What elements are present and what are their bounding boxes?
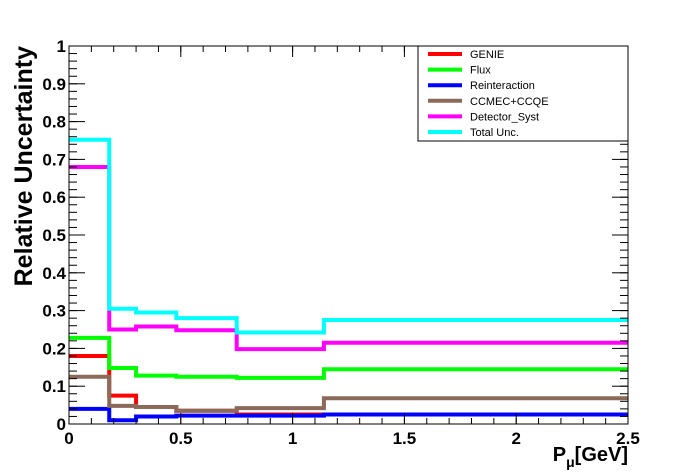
y-tick-label-1: 0.1 bbox=[42, 377, 66, 396]
y-tick-label-2: 0.2 bbox=[42, 339, 66, 358]
x-axis-title-main: P bbox=[553, 444, 566, 466]
x-tick-label-2: 1 bbox=[288, 429, 297, 448]
x-tick-label-5: 2.5 bbox=[616, 429, 640, 448]
legend-label-0: GENIE bbox=[470, 49, 504, 61]
y-axis-title: Relative Uncertainty bbox=[10, 46, 38, 286]
x-tick-label-3: 1.5 bbox=[393, 429, 417, 448]
y-tick-label-10: 1 bbox=[57, 37, 66, 56]
y-tick-label-9: 0.9 bbox=[42, 75, 66, 94]
series-line-5 bbox=[69, 137, 628, 335]
legend-label-1: Flux bbox=[470, 65, 491, 77]
y-tick-label-3: 0.3 bbox=[42, 302, 66, 321]
legend-label-3: CCMEC+CCQE bbox=[470, 96, 549, 108]
legend-label-5: Total Unc. bbox=[470, 127, 519, 139]
legend-label-2: Reinteraction bbox=[470, 80, 535, 92]
legend-label-4: Detector_Syst bbox=[470, 111, 539, 123]
series-line-3 bbox=[69, 374, 628, 413]
legend: GENIE Flux Reinteraction CCMEC+CCQE Detector… bbox=[417, 45, 629, 142]
legend-box bbox=[417, 45, 629, 142]
x-tick-label-1: 0.5 bbox=[169, 429, 193, 448]
x-tick-label-4: 2 bbox=[511, 429, 520, 448]
y-tick-label-6: 0.6 bbox=[42, 188, 66, 207]
x-axis-title: Pμ[GeV] bbox=[553, 444, 628, 470]
x-tick-label-0: 0 bbox=[64, 429, 73, 448]
y-tick-label-8: 0.8 bbox=[42, 113, 66, 132]
y-tick-label-4: 0.4 bbox=[42, 264, 66, 283]
series-layer bbox=[69, 137, 628, 423]
x-axis-title-sub: μ bbox=[566, 454, 575, 470]
y-tick-label-7: 0.7 bbox=[42, 150, 66, 169]
series-line-1 bbox=[69, 335, 628, 380]
y-tick-label-5: 0.5 bbox=[42, 226, 66, 245]
x-axis-title-unit: [GeV] bbox=[575, 444, 628, 466]
series-line-2 bbox=[69, 406, 628, 423]
y-tick-label-0: 0 bbox=[57, 415, 66, 434]
